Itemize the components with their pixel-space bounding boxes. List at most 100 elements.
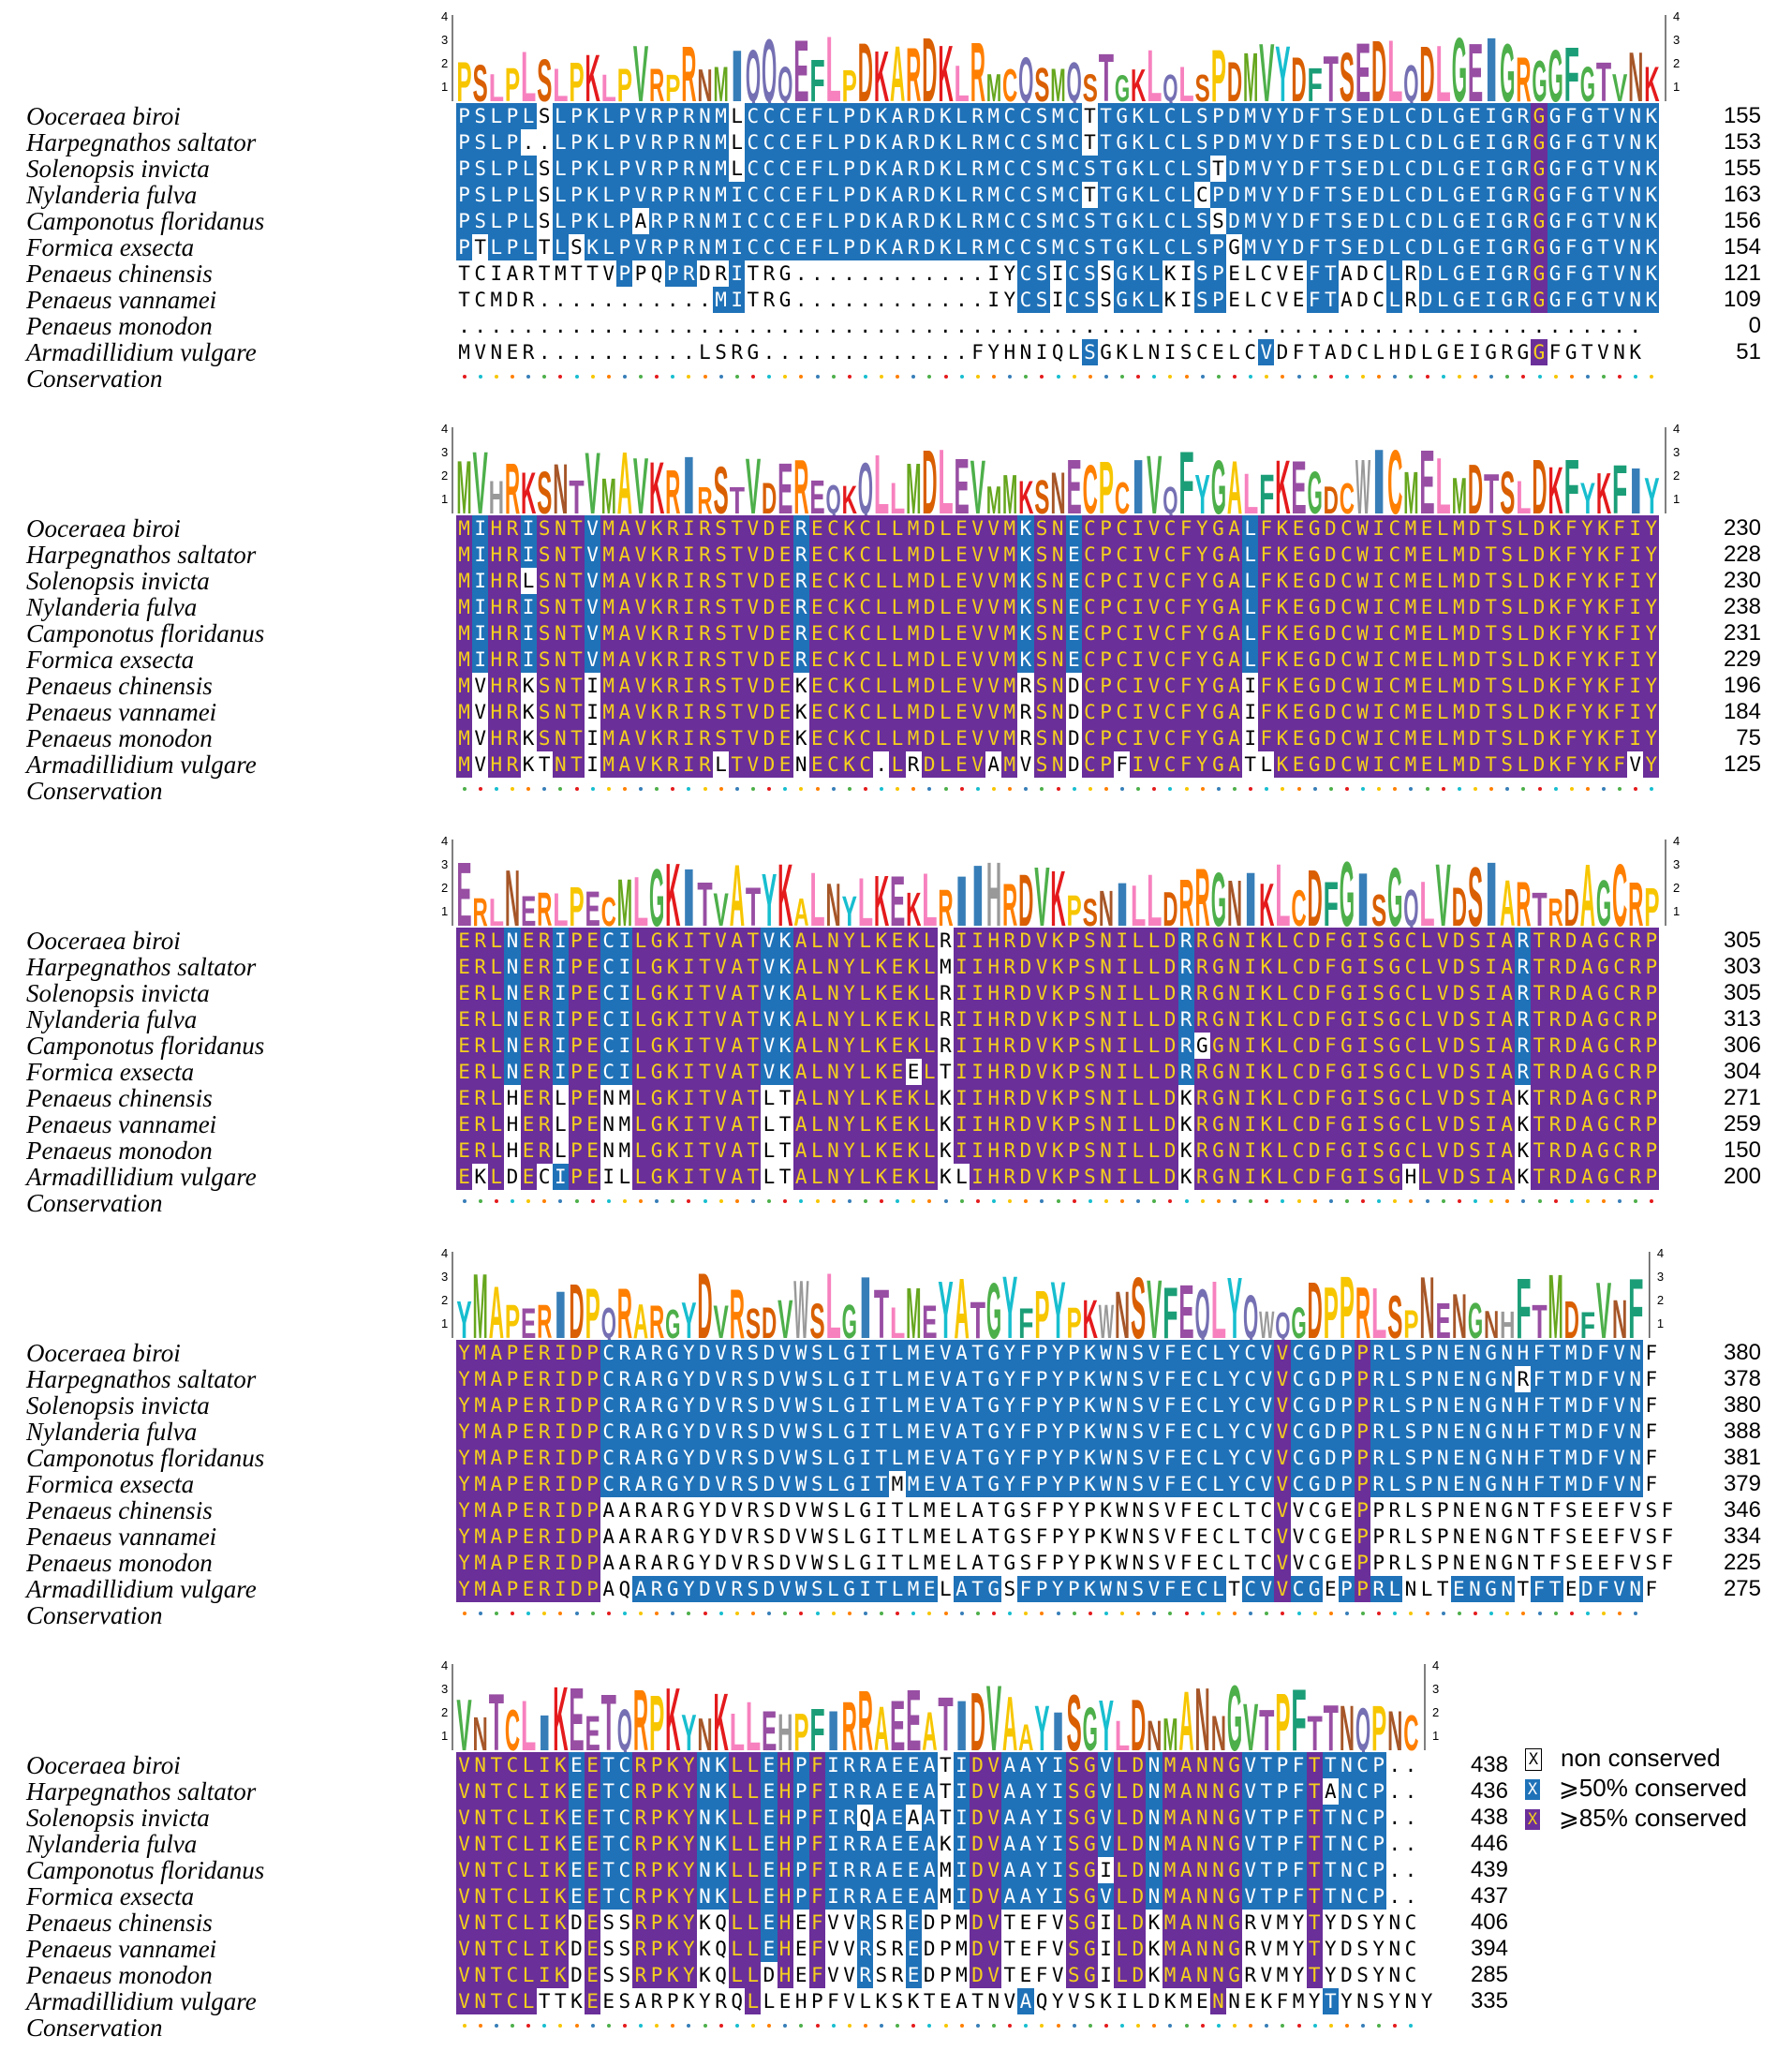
residue: D: [1450, 1006, 1467, 1033]
residue: D: [970, 1778, 986, 1805]
residue: T: [488, 1910, 505, 1936]
residue: L: [1177, 103, 1194, 129]
residue: P: [1065, 928, 1082, 954]
residue: T: [1483, 673, 1500, 699]
conservation-dot: [880, 787, 884, 791]
residue: D: [1306, 954, 1323, 980]
residue: D: [761, 542, 778, 568]
residue: K: [873, 1137, 890, 1164]
residue: .: [907, 341, 920, 364]
conservation-dot: [911, 1199, 916, 1203]
residue: L: [873, 568, 890, 594]
residue: Y: [1049, 1471, 1066, 1497]
conservation-dot: [462, 1199, 467, 1203]
residue: D: [1162, 1085, 1178, 1111]
residue: F: [1613, 1552, 1625, 1574]
residue: C: [857, 568, 874, 594]
residue: E: [585, 1883, 601, 1910]
residue: P: [1436, 1499, 1449, 1522]
residue: F: [1322, 1033, 1339, 1059]
residue: E: [1580, 1499, 1593, 1522]
residue: C: [1242, 1576, 1259, 1602]
conservation-dot: [1088, 1199, 1092, 1203]
residue: V: [1146, 1576, 1163, 1602]
residue-position: 439: [1470, 1857, 1508, 1882]
residue: S: [1019, 1499, 1032, 1522]
legend-swatch-mid: X: [1525, 1779, 1540, 1801]
residue: T: [1308, 341, 1321, 364]
residue: D: [1578, 1366, 1595, 1392]
residue: Y: [1001, 1392, 1018, 1419]
residue: S: [1130, 1576, 1147, 1602]
residue: L: [745, 1883, 762, 1910]
logo-letter: M: [1548, 1256, 1562, 1358]
residue: D: [715, 1552, 727, 1574]
residue: S: [745, 1576, 762, 1602]
conservation-dot: [959, 1612, 964, 1615]
residue: E: [889, 1164, 906, 1190]
residue: V: [985, 1910, 1002, 1936]
residue: L: [1434, 647, 1451, 673]
residue: D: [1306, 1164, 1323, 1190]
residue: N: [1148, 341, 1161, 364]
residue: C: [1290, 954, 1307, 980]
residue: L: [1209, 1392, 1226, 1419]
conservation-dot: [799, 787, 804, 791]
species-label: Penaeus monodon: [26, 1961, 213, 1989]
residue: N: [824, 1033, 841, 1059]
residue: S: [1466, 1059, 1483, 1085]
conservation-dot: [927, 375, 932, 379]
residue: I: [1483, 928, 1500, 954]
residue: L: [1242, 620, 1259, 647]
residue-position: 109: [1723, 287, 1761, 312]
residue: N: [1209, 1778, 1226, 1805]
residue: I: [729, 234, 746, 260]
residue: L: [1130, 1033, 1147, 1059]
residue: C: [1162, 234, 1178, 260]
residue: C: [1372, 289, 1385, 311]
residue: P: [1033, 1392, 1050, 1419]
conservation-dot: [1281, 1199, 1285, 1203]
residue: R: [905, 208, 922, 234]
residue: L: [1146, 182, 1163, 208]
residue: G: [664, 1392, 681, 1419]
residue: A: [632, 1340, 649, 1366]
residue: M: [905, 1392, 922, 1419]
residue: R: [970, 182, 986, 208]
residue: I: [970, 954, 986, 980]
residue: L: [1434, 751, 1451, 778]
residue: V: [1258, 1392, 1275, 1419]
residue: K: [522, 675, 535, 697]
residue-position: 0: [1748, 313, 1761, 338]
residue: A: [1177, 1778, 1194, 1805]
residue: I: [552, 980, 569, 1006]
residue: F: [1258, 594, 1275, 620]
residue: N: [1146, 1805, 1163, 1831]
residue: I: [1483, 1164, 1500, 1190]
logo-axis-tick: 3: [1657, 1270, 1664, 1284]
residue: R: [891, 1938, 904, 1960]
conservation-dot: [574, 1199, 579, 1203]
residue: L: [520, 156, 537, 182]
residue: R: [1515, 156, 1532, 182]
residue: G: [648, 928, 665, 954]
residue: .: [1548, 315, 1562, 337]
residue: H: [985, 1111, 1002, 1137]
residue: S: [602, 1911, 615, 1934]
residue: C: [1404, 1911, 1417, 1934]
residue: R: [1370, 1419, 1387, 1445]
residue: P: [1370, 1883, 1387, 1910]
residue: I: [520, 594, 537, 620]
logo-letter: K: [906, 883, 921, 936]
species-label: Penaeus chinensis: [26, 672, 213, 700]
residue: V: [1146, 647, 1163, 673]
residue: E: [585, 1164, 601, 1190]
residue: C: [1308, 1499, 1321, 1522]
residue: D: [1306, 1059, 1323, 1085]
residue: P: [1209, 182, 1226, 208]
residue: E: [1290, 673, 1307, 699]
logo-letter: L: [809, 857, 824, 943]
conservation-dot: [1168, 787, 1173, 791]
